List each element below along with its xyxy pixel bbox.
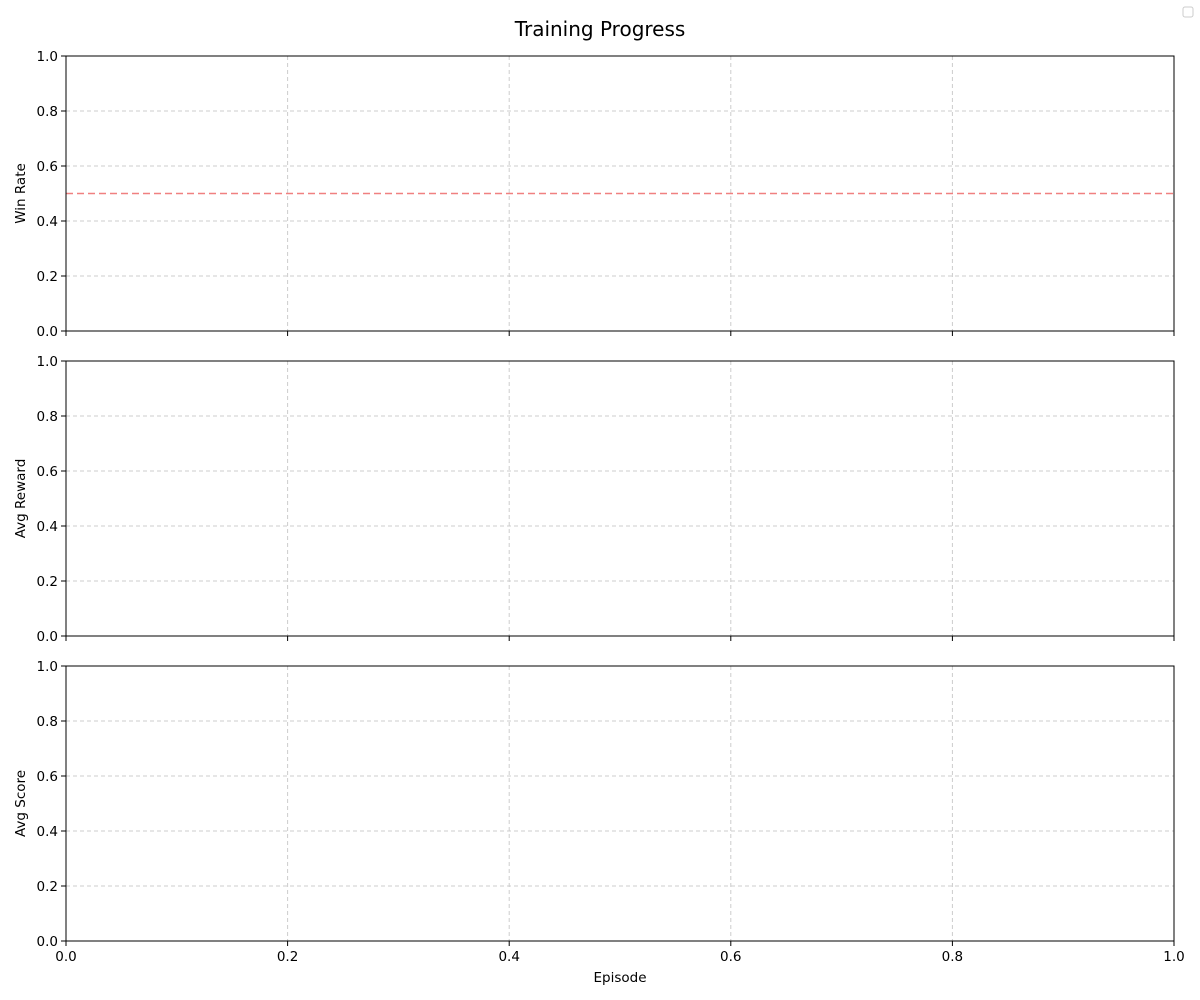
avg-reward-subplot: 0.0 0.2 0.4 0.6 0.8 1.0 Avg Reward (13, 354, 1175, 645)
win-rate-plot-frame (65, 55, 1175, 332)
win-rate-y-axis-label: Win Rate (13, 163, 29, 224)
win-rate-y-tick-label: 0.4 (37, 214, 58, 230)
avg-reward-y-tick-label: 0.4 (37, 519, 58, 535)
win-rate-subplot: 0.0 0.2 0.4 0.6 0.8 1.0 Win Rate (13, 49, 1175, 340)
avg-reward-y-tick-label: 1.0 (37, 354, 58, 370)
legend (1182, 6, 1194, 18)
avg-reward-y-tick-label: 0.8 (37, 409, 58, 425)
x-axis-label: Episode (593, 970, 646, 986)
avg-score-y-tick-label: 0.6 (37, 769, 58, 785)
legend-box (1182, 6, 1194, 18)
win-rate-y-tick-label: 0.6 (37, 159, 58, 175)
avg-score-y-tick-label: 0.2 (37, 879, 58, 895)
win-rate-y-tick-label: 0.2 (37, 269, 58, 285)
avg-reward-y-tick-label: 0.2 (37, 574, 58, 590)
win-rate-y-tick-label: 0.0 (37, 324, 58, 340)
win-rate-y-tick-label: 0.8 (37, 104, 58, 120)
avg-score-y-tick-label: 1.0 (37, 659, 58, 675)
avg-reward-y-tick-label: 0.6 (37, 464, 58, 480)
x-tick-label: 0.8 (942, 949, 963, 965)
chart-title: Training Progress (514, 17, 686, 41)
avg-score-y-axis-label: Avg Score (13, 770, 29, 837)
win-rate-y-tick-label: 1.0 (37, 49, 58, 65)
avg-reward-y-axis-label: Avg Reward (13, 459, 29, 539)
x-tick-label: 1.0 (1163, 949, 1184, 965)
avg-score-y-tick-label: 0.8 (37, 714, 58, 730)
x-tick-label: 0.6 (720, 949, 741, 965)
avg-score-y-tick-label: 0.4 (37, 824, 58, 840)
avg-score-y-tick-label: 0.0 (37, 934, 58, 950)
x-tick-label: 0.2 (277, 949, 298, 965)
avg-score-plot-frame (65, 665, 1175, 942)
avg-reward-plot-frame (65, 360, 1175, 637)
x-tick-label: 0.4 (498, 949, 519, 965)
avg-reward-y-tick-label: 0.0 (37, 629, 58, 645)
x-tick-label: 0.0 (55, 949, 76, 965)
avg-score-subplot: 0.0 0.2 0.4 0.6 0.8 1.0 0.0 0.2 0.4 0.6 0.8 1.0 Avg … (13, 659, 1185, 965)
